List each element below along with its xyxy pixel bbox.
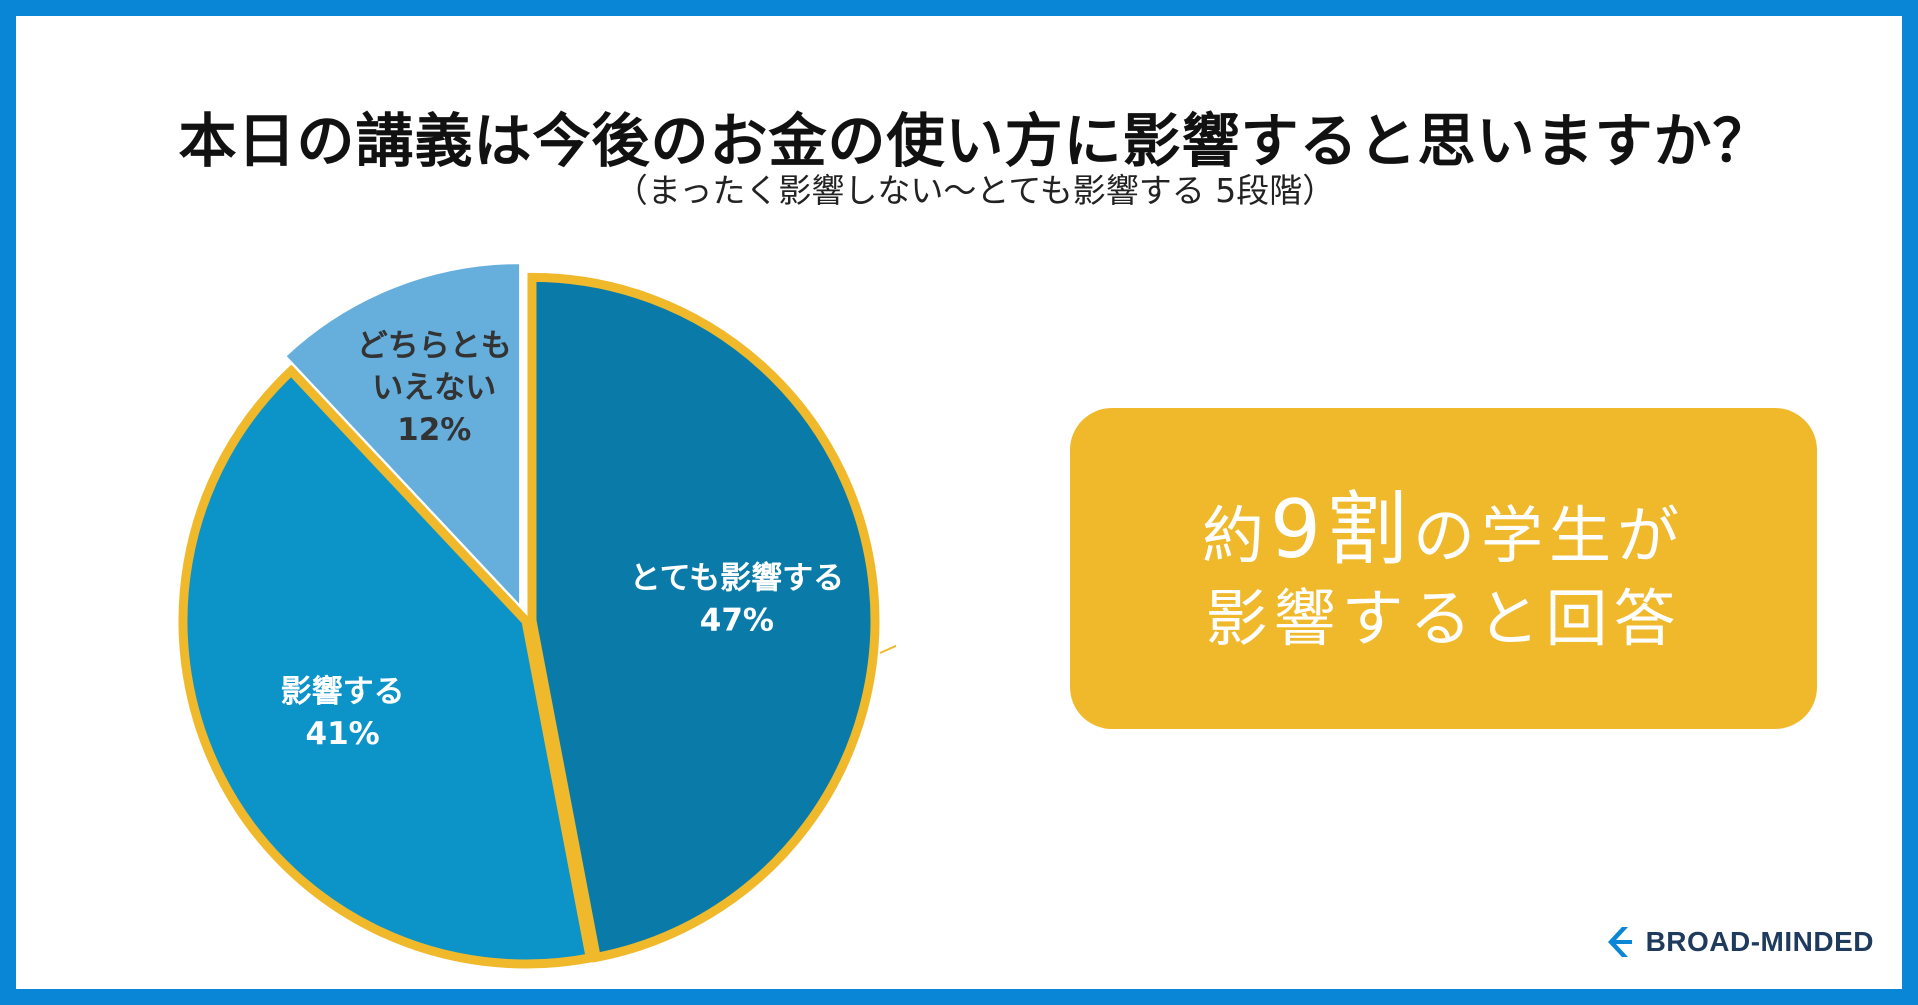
pie-slice-2 [178, 364, 596, 969]
callout-leader-line [879, 644, 896, 654]
broad-minded-logo-icon [1607, 927, 1632, 957]
pie-value-label-1: 47% [700, 603, 774, 639]
pie-slice-1 [527, 272, 880, 963]
pie-category-label-3: いえない [372, 370, 496, 406]
pie-slices [178, 262, 880, 969]
callout-line-1: 約 9 割 の学生が [1202, 480, 1685, 580]
callout-text-post: の学生が [1412, 498, 1685, 572]
brand-logo: BROAD-MINDED [1602, 925, 1874, 959]
pie-slice-3 [283, 262, 522, 609]
chart-title: 本日の講義は今後のお金の使い方に影響すると思いますか？ [178, 107, 1772, 175]
chart-subtitle: （まったく影響しない～とても影響する 5段階） [614, 171, 1336, 210]
pie-category-label-3: どちらとも [357, 328, 512, 364]
callout-unit: 割 [1326, 482, 1413, 576]
callout-number: 9 [1270, 482, 1327, 576]
pie-category-label-2: 影響する [281, 674, 405, 710]
pie-value-label-2: 41% [306, 716, 380, 752]
callout-box: 約 9 割 の学生が 影響すると回答 [1070, 408, 1817, 729]
callout-line-2: 影響すると回答 [1205, 581, 1682, 655]
pie-value-label-3: 12% [397, 412, 471, 448]
brand-logo-text: BROAD-MINDED [1645, 926, 1874, 957]
callout-text-pre: 約 [1202, 498, 1271, 572]
pie-category-label-1: とても影響する [630, 561, 845, 597]
